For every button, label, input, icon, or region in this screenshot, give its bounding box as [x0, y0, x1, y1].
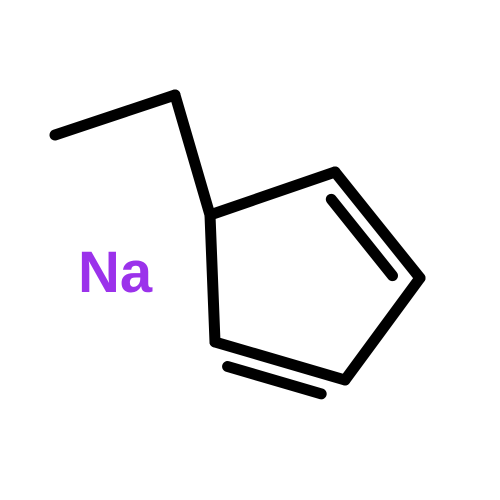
sodium-label: Na — [78, 240, 153, 305]
bond-line — [210, 172, 335, 215]
bond-line — [345, 278, 420, 380]
bond-line — [210, 215, 215, 342]
bond-line — [215, 342, 345, 380]
labels-layer: Na — [78, 240, 153, 305]
bond-line — [55, 95, 175, 135]
molecule-canvas: Na — [0, 0, 500, 500]
bond-line — [175, 95, 210, 215]
